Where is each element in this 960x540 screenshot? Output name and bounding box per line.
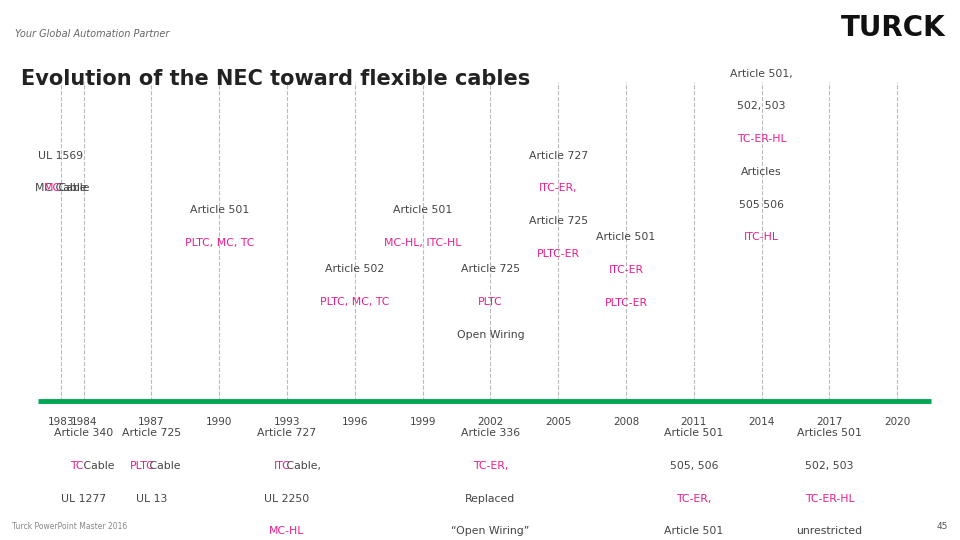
Text: MC Cable: MC Cable xyxy=(36,183,86,193)
Text: PLTC: PLTC xyxy=(131,461,156,471)
Text: Your Global Automation Partner: Your Global Automation Partner xyxy=(15,29,170,39)
Text: PLTC-ER: PLTC-ER xyxy=(537,249,580,259)
Text: 1983: 1983 xyxy=(48,417,74,427)
Text: “Open Wiring”: “Open Wiring” xyxy=(451,526,530,536)
Text: 1984: 1984 xyxy=(70,417,97,427)
Text: 2014: 2014 xyxy=(749,417,775,427)
Text: Replaced: Replaced xyxy=(466,494,516,504)
Text: 2020: 2020 xyxy=(884,417,910,427)
Text: PLTC, MC, TC: PLTC, MC, TC xyxy=(184,238,253,248)
Text: Evolution of the NEC toward flexible cables: Evolution of the NEC toward flexible cab… xyxy=(21,69,530,89)
Text: 502, 503: 502, 503 xyxy=(737,102,786,111)
Text: Article 501: Article 501 xyxy=(664,526,724,536)
Text: Cable: Cable xyxy=(56,183,89,193)
Text: Article 501: Article 501 xyxy=(664,428,724,438)
Text: Article 501: Article 501 xyxy=(393,205,452,215)
Text: Article 501,: Article 501, xyxy=(731,69,793,79)
Text: 1990: 1990 xyxy=(206,417,232,427)
Text: 45: 45 xyxy=(936,522,948,531)
Text: Article 727: Article 727 xyxy=(529,151,588,160)
Text: UL 1569: UL 1569 xyxy=(38,151,84,160)
Text: Cable: Cable xyxy=(80,461,114,471)
Text: Articles: Articles xyxy=(741,167,782,177)
Text: ITC-HL: ITC-HL xyxy=(744,232,780,242)
Text: Cable: Cable xyxy=(146,461,180,471)
Text: TC-ER,: TC-ER, xyxy=(472,461,508,471)
Text: Article 725: Article 725 xyxy=(461,264,520,274)
Text: 1999: 1999 xyxy=(409,417,436,427)
Text: 1996: 1996 xyxy=(342,417,368,427)
Text: PLTC, MC, TC: PLTC, MC, TC xyxy=(320,297,390,307)
Text: ITC-ER: ITC-ER xyxy=(609,265,643,275)
Text: Article 501: Article 501 xyxy=(596,232,656,242)
Text: PLTC: PLTC xyxy=(478,297,503,307)
Text: 2011: 2011 xyxy=(681,417,708,427)
Text: PLTC-ER: PLTC-ER xyxy=(605,298,648,308)
Text: Article 502: Article 502 xyxy=(325,264,384,274)
Text: Article 340: Article 340 xyxy=(54,428,113,438)
Text: Article 336: Article 336 xyxy=(461,428,520,438)
Text: Article 725: Article 725 xyxy=(122,428,181,438)
Text: 2008: 2008 xyxy=(612,417,639,427)
Text: unrestricted: unrestricted xyxy=(797,526,862,536)
Text: 502, 503: 502, 503 xyxy=(805,461,853,471)
Text: Articles 501: Articles 501 xyxy=(797,428,862,438)
Text: UL 1277: UL 1277 xyxy=(61,494,107,504)
Text: Article 725: Article 725 xyxy=(529,216,588,226)
Text: 505 506: 505 506 xyxy=(739,200,784,210)
Text: TC-ER-HL: TC-ER-HL xyxy=(804,494,854,504)
Text: MC-HL: MC-HL xyxy=(270,526,304,536)
Text: 2005: 2005 xyxy=(545,417,571,427)
Text: Turck PowerPoint Master 2016: Turck PowerPoint Master 2016 xyxy=(12,522,128,531)
Text: MC: MC xyxy=(44,183,60,193)
Text: 505, 506: 505, 506 xyxy=(670,461,718,471)
Text: ITC: ITC xyxy=(274,461,290,471)
Text: Cable,: Cable, xyxy=(283,461,322,471)
Text: 1987: 1987 xyxy=(138,417,165,427)
Text: Open Wiring: Open Wiring xyxy=(457,330,524,340)
Text: TC-ER,: TC-ER, xyxy=(676,494,711,504)
Text: UL 13: UL 13 xyxy=(135,494,167,504)
Text: ITC-ER,: ITC-ER, xyxy=(539,183,578,193)
Text: TURCK: TURCK xyxy=(841,14,946,42)
Text: UL 2250: UL 2250 xyxy=(264,494,310,504)
Text: Article 501: Article 501 xyxy=(189,205,249,215)
Text: TC-ER-HL: TC-ER-HL xyxy=(737,134,786,144)
Text: TC: TC xyxy=(70,461,84,471)
Text: 2002: 2002 xyxy=(477,417,504,427)
Text: MC-HL, ITC-HL: MC-HL, ITC-HL xyxy=(384,238,462,248)
Text: Article 727: Article 727 xyxy=(257,428,317,438)
Text: 2017: 2017 xyxy=(816,417,843,427)
Text: 1993: 1993 xyxy=(274,417,300,427)
